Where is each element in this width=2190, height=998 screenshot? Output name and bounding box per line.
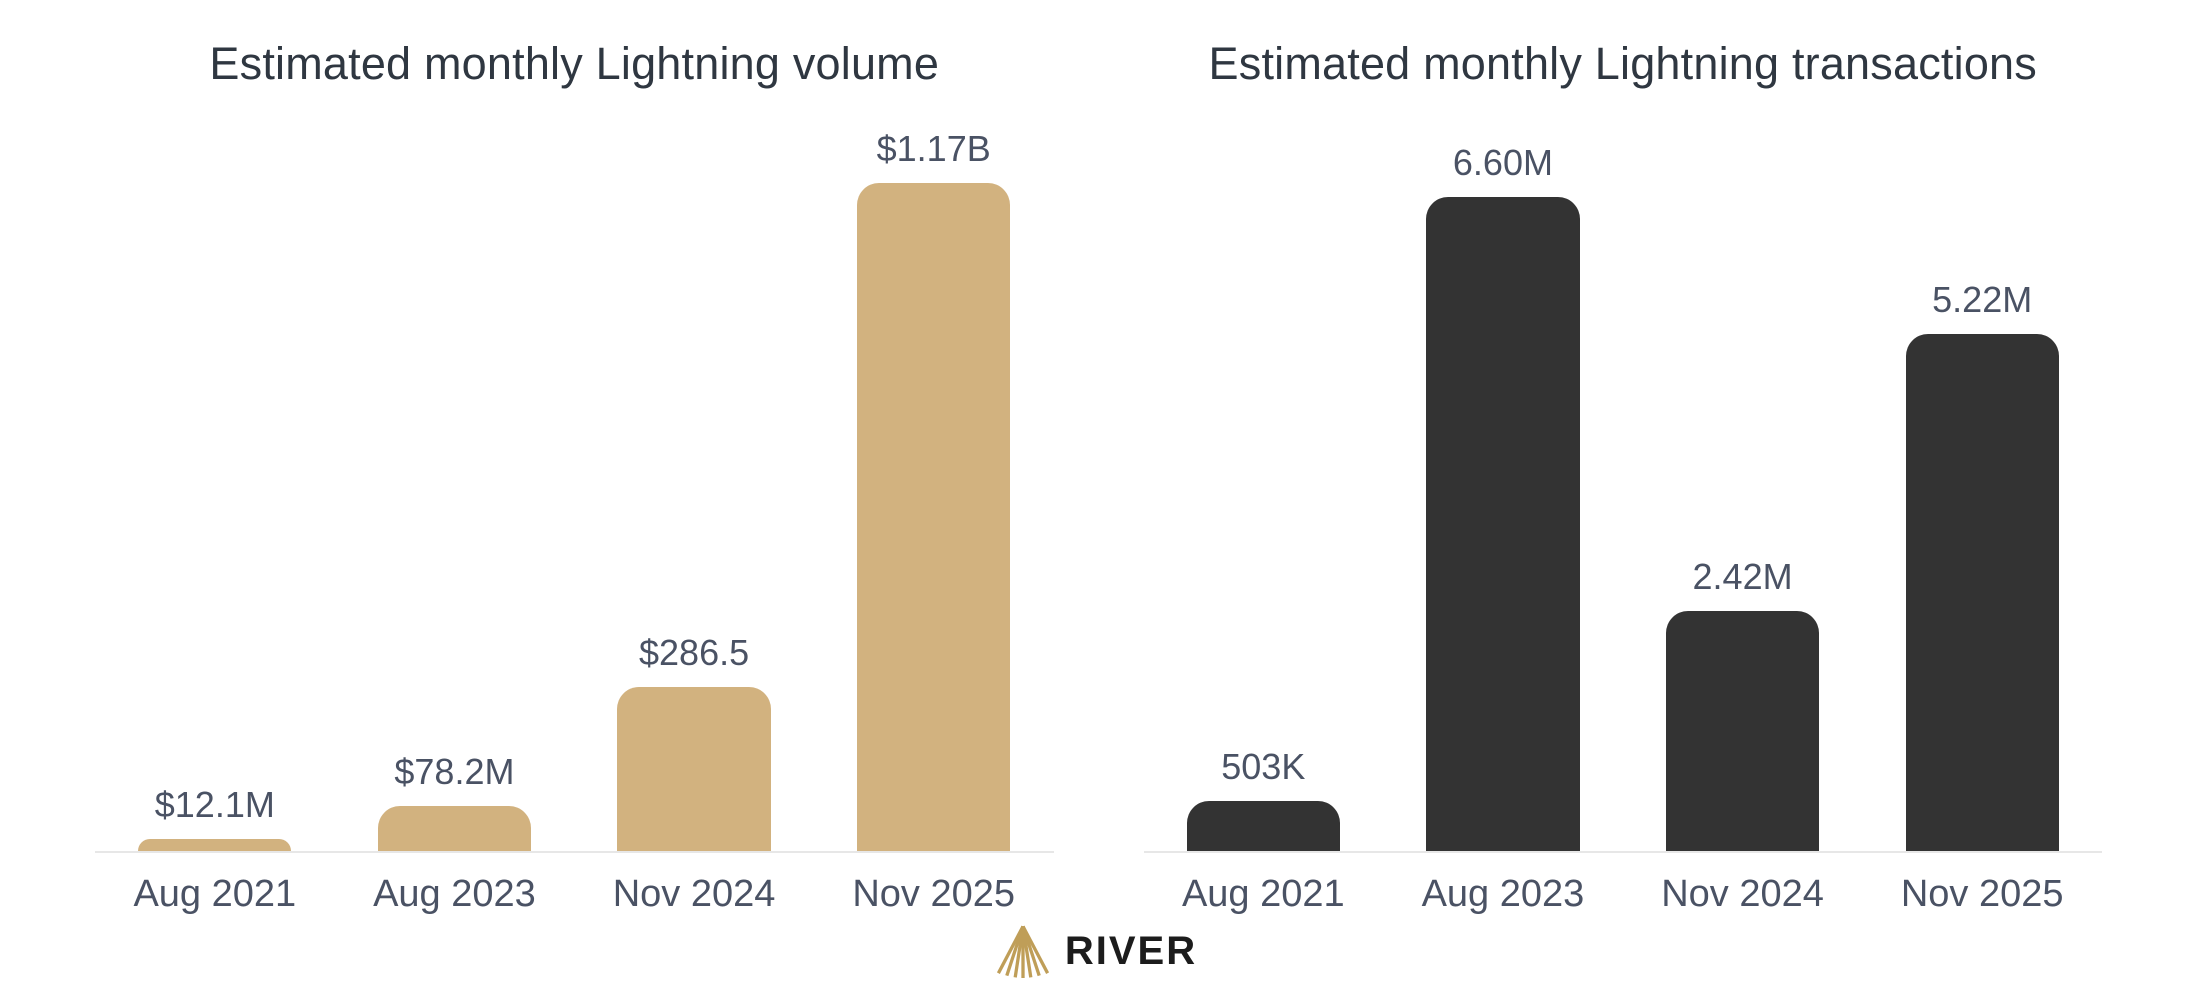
category-label: Nov 2025 xyxy=(1900,873,2064,915)
category-label: Nov 2025 xyxy=(852,873,1016,915)
value-label: $286.5 xyxy=(639,632,750,673)
chart-title: Estimated monthly Lightning transactions xyxy=(1208,38,2037,89)
value-label: 503K xyxy=(1221,746,1306,787)
bar-group: 6.60M xyxy=(1383,120,1623,851)
category-label: Aug 2021 xyxy=(1181,873,1345,915)
river-fan-icon xyxy=(996,925,1049,978)
category-label: Aug 2023 xyxy=(373,873,536,915)
bar xyxy=(377,806,532,851)
brand-name: RIVER xyxy=(1064,928,1198,973)
plot-area: 503K 6.60M 2.42M 5.22M xyxy=(1144,120,2103,851)
bar-group: 2.42M xyxy=(1623,120,1863,851)
x-axis: Aug 2021 Aug 2023 Nov 2024 Nov 2025 xyxy=(1143,851,2102,916)
bar-group: 503K xyxy=(1144,120,1384,851)
bar xyxy=(1905,334,2059,851)
bar-group: $286.5 xyxy=(574,120,814,851)
category-label: Aug 2021 xyxy=(133,873,297,915)
category-label: Nov 2024 xyxy=(612,873,776,915)
value-label: 6.60M xyxy=(1452,142,1553,183)
bar xyxy=(617,687,771,851)
bar xyxy=(857,183,1011,851)
charts-row: Estimated monthly Lightning volume $12.1… xyxy=(95,0,2103,916)
category-label: Nov 2024 xyxy=(1661,873,1824,915)
chart-title: Estimated monthly Lightning volume xyxy=(209,38,940,89)
bar-group: $1.17B xyxy=(814,120,1054,851)
bar-group: $12.1M xyxy=(95,120,335,851)
value-label: $12.1M xyxy=(154,784,275,825)
bar xyxy=(138,839,292,851)
plot-area: $12.1M $78.2M $286.5 $1.17B xyxy=(95,120,1054,851)
river-logo: RIVER xyxy=(0,924,2190,978)
bar xyxy=(1186,801,1340,851)
value-label: 5.22M xyxy=(1932,279,2033,320)
transactions-chart: Estimated monthly Lightning transactions… xyxy=(1143,0,2103,916)
category-label: Aug 2023 xyxy=(1421,873,1585,915)
bar xyxy=(1665,611,1820,851)
x-axis: Aug 2021 Aug 2023 Nov 2024 Nov 2025 xyxy=(95,851,1054,916)
value-label: 2.42M xyxy=(1692,556,1793,597)
value-label: $1.17B xyxy=(876,128,991,169)
bar-group: 5.22M xyxy=(1862,120,2102,851)
bar xyxy=(1426,197,1580,851)
bar-group: $78.2M xyxy=(335,120,575,851)
volume-chart: Estimated monthly Lightning volume $12.1… xyxy=(95,0,1054,916)
value-label: $78.2M xyxy=(394,751,515,792)
